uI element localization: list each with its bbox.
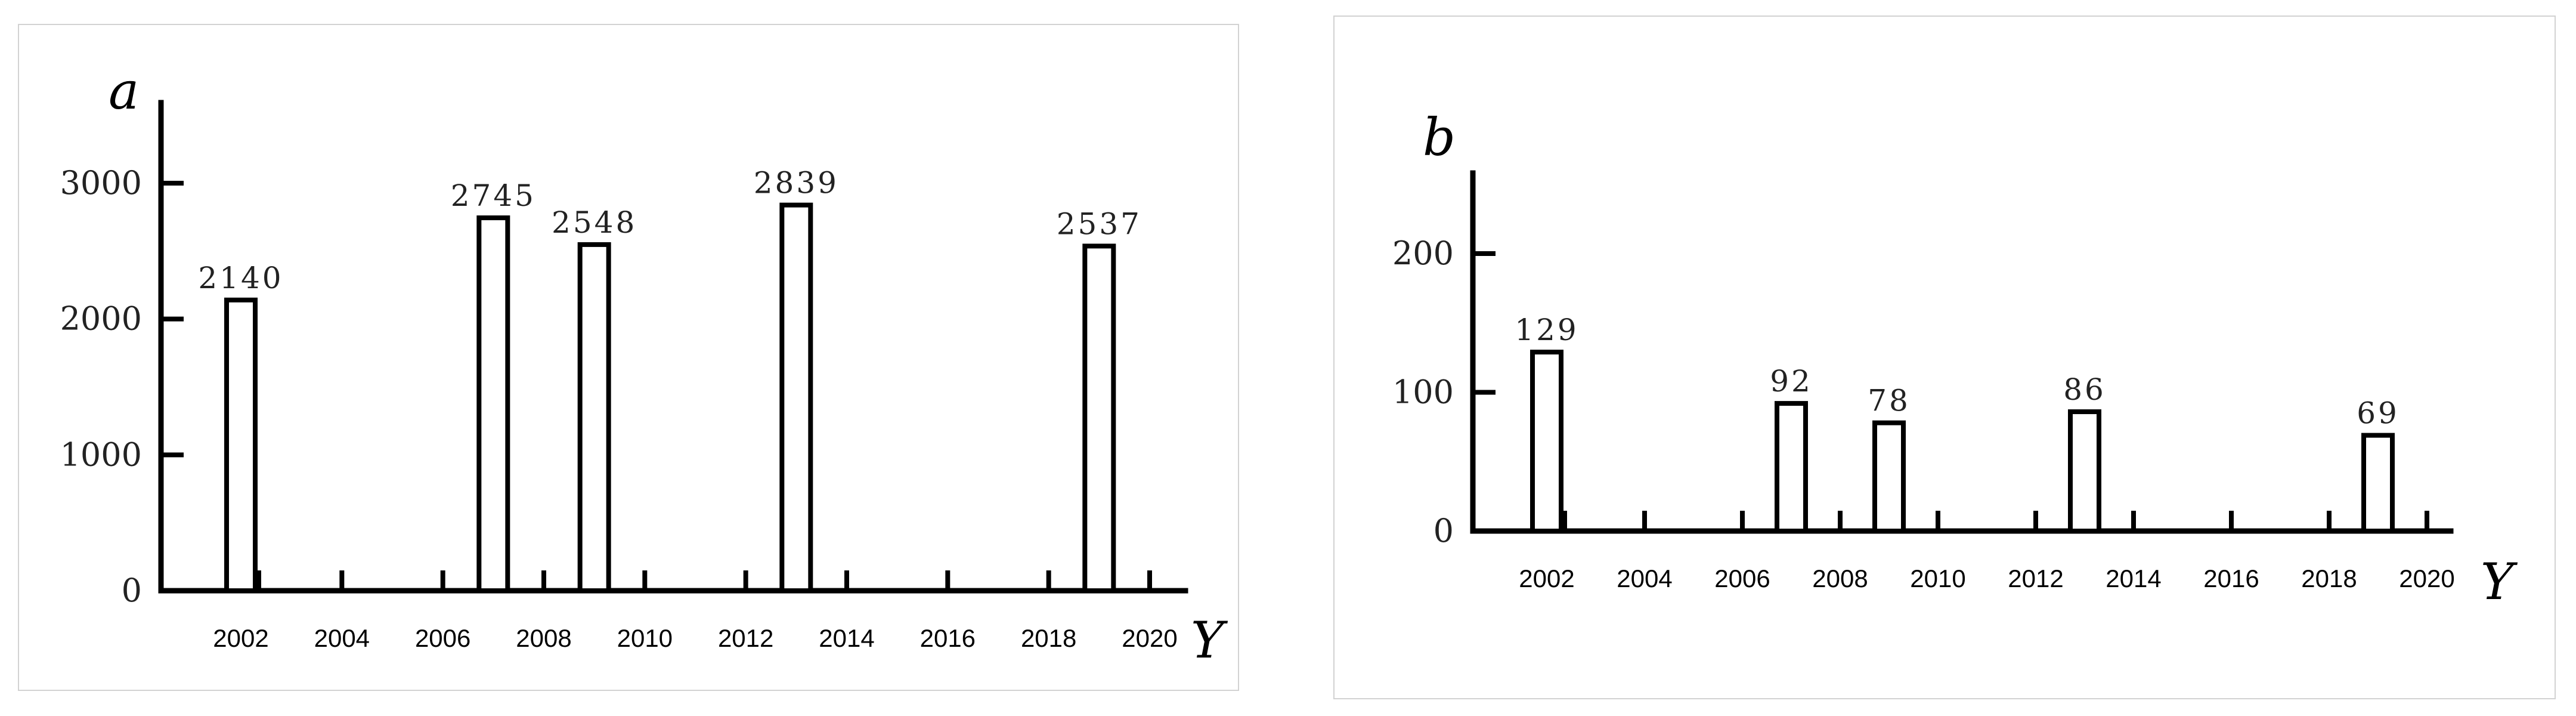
chart-a-x-tick-label: 2010 [617,624,673,652]
chart-a-panel-label: a [109,61,139,121]
chart-b-x-tick-label: 2016 [2203,564,2259,592]
chart-b-x-tick-label: 2010 [1910,564,1965,592]
chart-b-y-tick-label: 200 [1392,234,1454,272]
chart-b-bar [1872,420,1906,534]
chart-b-x-axis-name: Y [2481,553,2518,611]
chart-b-x-tick-label: 2006 [1714,564,1770,592]
chart-a-x-tick-label: 2008 [516,624,571,652]
chart-a-x-tick-label: 2020 [1122,624,1177,652]
chart-b-data-label: 86 [2063,372,2106,407]
chart-b-x-tick-label: 2008 [1812,564,1868,592]
chart-a-x-tick-label: 2016 [920,624,976,652]
chart-b-data-label: 69 [2357,396,2399,431]
chart-b-bar [2068,409,2101,533]
chart-a-x-tick-label: 2012 [718,624,773,652]
chart-b-x-tick-label: 2014 [2106,564,2161,592]
chart-a-x-tick-label: 2004 [314,624,370,652]
chart-a-bar [779,202,813,593]
chart-b-svg: b Y 0 100 200 2002 2004 2006 2008 2010 2012 2014 201… [1392,108,2518,611]
chart-panel-a: a Y 0 1000 2000 3000 2002 2004 2006 2008 2010 2012 2… [18,24,1239,691]
chart-a-x-tick-label: 2006 [415,624,470,652]
chart-b-panel-label: b [1423,108,1456,168]
chart-b-x-tick-label: 2002 [1519,564,1574,592]
chart-a-x-tick-label: 2018 [1021,624,1076,652]
chart-a-y-tick-label: 3000 [60,164,142,202]
chart-b-data-label: 129 [1515,313,1578,347]
chart-a-data-label: 2548 [552,205,637,240]
chart-b-bar [1775,401,1808,533]
chart-b-y-tick-label: 100 [1392,374,1454,411]
chart-panel-b: b Y 0 100 200 2002 2004 2006 2008 2010 2012 2014 201… [1333,16,2556,699]
chart-b-data-label: 78 [1868,384,1911,418]
chart-a-y-tick-label: 1000 [60,436,142,473]
chart-a-bar [577,242,611,593]
chart-a-svg: a Y 0 1000 2000 3000 2002 2004 2006 2008 2010 2012 2… [60,61,1228,669]
chart-b-x-tick-label: 2004 [1617,564,1672,592]
chart-b-x-tick-label: 2018 [2301,564,2357,592]
chart-a-data-label: 2140 [198,261,283,295]
chart-a-y-tick-label: 2000 [60,300,142,338]
chart-a-data-label: 2745 [451,178,536,213]
chart-b-x-tick-label: 2012 [2008,564,2063,592]
chart-b-y-tick-label: 0 [1433,512,1454,550]
chart-a-x-tick-label: 2014 [819,624,874,652]
chart-a-x-axis-name: Y [1191,611,1228,669]
chart-a-bar [1082,243,1116,593]
chart-a-y-tick-label: 0 [122,572,142,609]
chart-a-x-tick-label: 2002 [213,624,268,652]
chart-a-bar [476,215,510,593]
chart-b-data-label: 92 [1770,364,1813,399]
chart-a-data-label: 2537 [1057,206,1142,241]
chart-b-bar [2361,433,2395,534]
chart-a-bar [224,297,258,593]
chart-b-bar [1530,350,1563,533]
chart-b-x-tick-label: 2020 [2399,564,2454,592]
chart-a-data-label: 2839 [754,166,839,200]
